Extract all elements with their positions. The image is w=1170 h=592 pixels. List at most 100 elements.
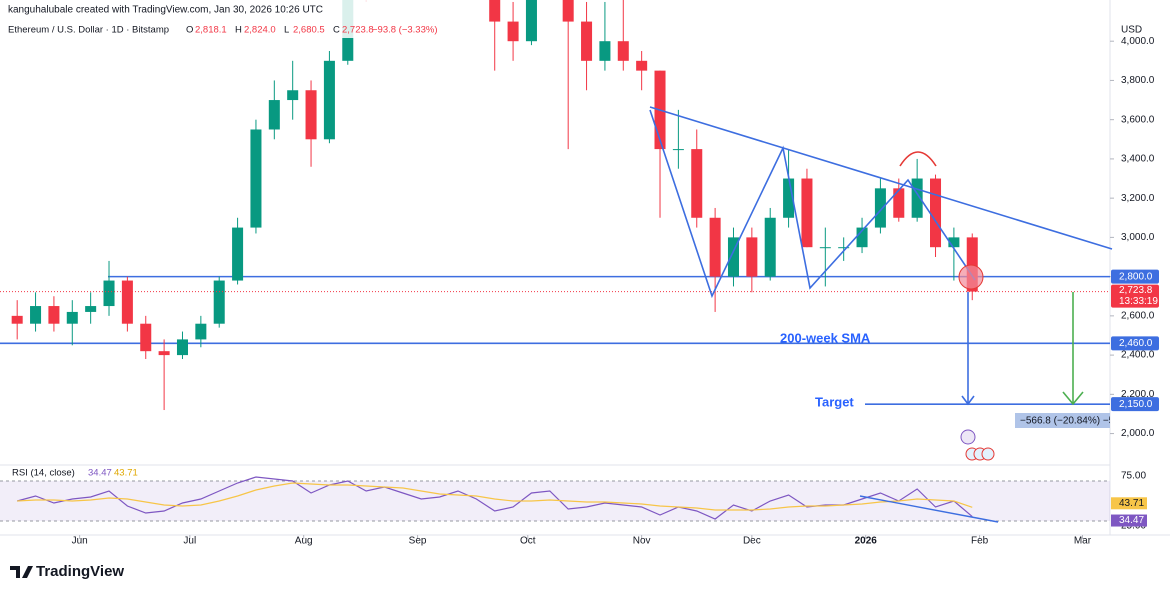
- ohlc-value: 2,818.1: [195, 25, 227, 36]
- candle-body: [121, 280, 133, 324]
- countdown: 13:33:19: [1119, 296, 1158, 307]
- rsi-line: [17, 482, 973, 511]
- x-tick-label: Nov: [633, 536, 651, 547]
- measure-box: [1015, 413, 1110, 428]
- candle-body: [966, 237, 978, 292]
- trendline: [649, 106, 1113, 250]
- rsi-ma-value: 43.71: [114, 468, 138, 479]
- candle-body: [30, 306, 42, 324]
- head-arc: [899, 151, 937, 167]
- candle-body: [874, 188, 886, 228]
- candle-body: [691, 149, 703, 218]
- rsi-tag: [1111, 497, 1147, 510]
- arrow-head: [1062, 391, 1084, 406]
- arrow-head: [961, 395, 975, 406]
- level-label: 2,150.0: [1119, 399, 1153, 410]
- candle-body: [11, 315, 23, 324]
- candle-body: [599, 41, 611, 61]
- annotation: Target: [815, 394, 854, 409]
- currency: USD: [1121, 25, 1142, 36]
- x-tick-label: Dec: [743, 536, 761, 547]
- candle-body: [801, 178, 813, 248]
- y-tick-label: 2,200.0: [1121, 389, 1155, 400]
- price-pane: [0, 0, 1110, 411]
- candle-body: [562, 0, 574, 22]
- y-tick-label: 3,400.0: [1121, 154, 1155, 165]
- candle-body: [709, 217, 721, 277]
- candle-body: [525, 0, 537, 42]
- rsi-tag: [1111, 514, 1147, 527]
- candle-body: [323, 60, 335, 140]
- x-tick-label: Mar: [1074, 536, 1092, 547]
- ohlc-key: L: [284, 25, 289, 36]
- candle-body: [489, 0, 501, 22]
- candle-body: [85, 306, 97, 312]
- x-tick-label: Jun: [72, 536, 88, 547]
- rsi-band: [0, 481, 1110, 521]
- level-tag: [1111, 397, 1159, 412]
- divergence-line: [859, 495, 999, 523]
- y-tick-label: 3,200.0: [1121, 193, 1155, 204]
- rsi-title: RSI (14, close): [12, 468, 75, 479]
- measure-label: −566.8 (−20.84%) −5,6: [1020, 416, 1123, 427]
- rsi-pane: [0, 476, 1110, 522]
- candle-body: [305, 90, 317, 140]
- candle-body: [268, 100, 280, 130]
- x-tick-label: Jul: [183, 536, 196, 547]
- change: −93.8 (−3.33%): [372, 25, 438, 36]
- candle-body: [232, 227, 244, 281]
- candle-body: [838, 247, 850, 249]
- rsi-value: 34.47: [88, 468, 112, 479]
- candle-body: [250, 129, 262, 228]
- ohlc-key: C: [333, 25, 340, 36]
- candle-body: [893, 188, 905, 218]
- pattern-line: [649, 109, 976, 299]
- candle-body: [819, 247, 831, 249]
- candle-body: [158, 351, 170, 356]
- candle-body: [911, 178, 923, 218]
- level-label: 2,460.0: [1119, 338, 1153, 349]
- candle-body: [764, 217, 776, 277]
- ohlc-value: 2,680.5: [293, 25, 325, 36]
- ohlc-value: 2,723.8: [342, 25, 374, 36]
- candle-body: [746, 237, 758, 277]
- x-tick-label: Oct: [520, 536, 536, 547]
- level-tag: [1111, 269, 1159, 284]
- y-tick-label: 2,000.0: [1121, 428, 1155, 439]
- overlay: −566.8 (−20.84%) −5,6 200-week SMA Targe…: [649, 106, 1123, 523]
- y-tick-label: 3,000.0: [1121, 232, 1155, 243]
- event-icon: [981, 447, 995, 461]
- candle-body: [636, 60, 648, 71]
- candle-body: [672, 149, 684, 151]
- price-label: 2,723.8: [1119, 285, 1153, 296]
- ohlc-value: 2,824.0: [244, 25, 276, 36]
- y-tick-label: 75.00: [1121, 471, 1146, 482]
- level-label: 2,800.0: [1119, 271, 1153, 282]
- y-tick-label: 4,000.0: [1121, 36, 1155, 47]
- x-tick-label: Aug: [295, 536, 313, 547]
- candle-body: [507, 21, 519, 42]
- ohlc-key: O: [186, 25, 193, 36]
- candle-body: [581, 21, 593, 61]
- candle-body: [48, 306, 60, 324]
- highlight: [958, 264, 984, 290]
- x-tick-label: Sep: [409, 536, 427, 547]
- author: kanguhalubale created with TradingView.c…: [8, 5, 323, 16]
- y-tick-label: 3,600.0: [1121, 114, 1155, 125]
- x-tick-label: 2026: [855, 536, 878, 547]
- y-tick-label: 3,800.0: [1121, 75, 1155, 86]
- rsi-tag-label: 43.71: [1119, 498, 1144, 509]
- candle-body: [195, 323, 207, 340]
- candle-body: [66, 311, 78, 324]
- candle-body: [287, 90, 299, 101]
- candle-body: [103, 280, 115, 307]
- annotation: 200-week SMA: [780, 330, 871, 345]
- candle-body: [140, 323, 152, 352]
- y-tick-label: 2,600.0: [1121, 311, 1155, 322]
- candle-body: [783, 178, 795, 218]
- y-tick-label: 2,400.0: [1121, 350, 1155, 361]
- logo: TradingView: [36, 563, 124, 580]
- ohlc-key: H: [235, 25, 242, 36]
